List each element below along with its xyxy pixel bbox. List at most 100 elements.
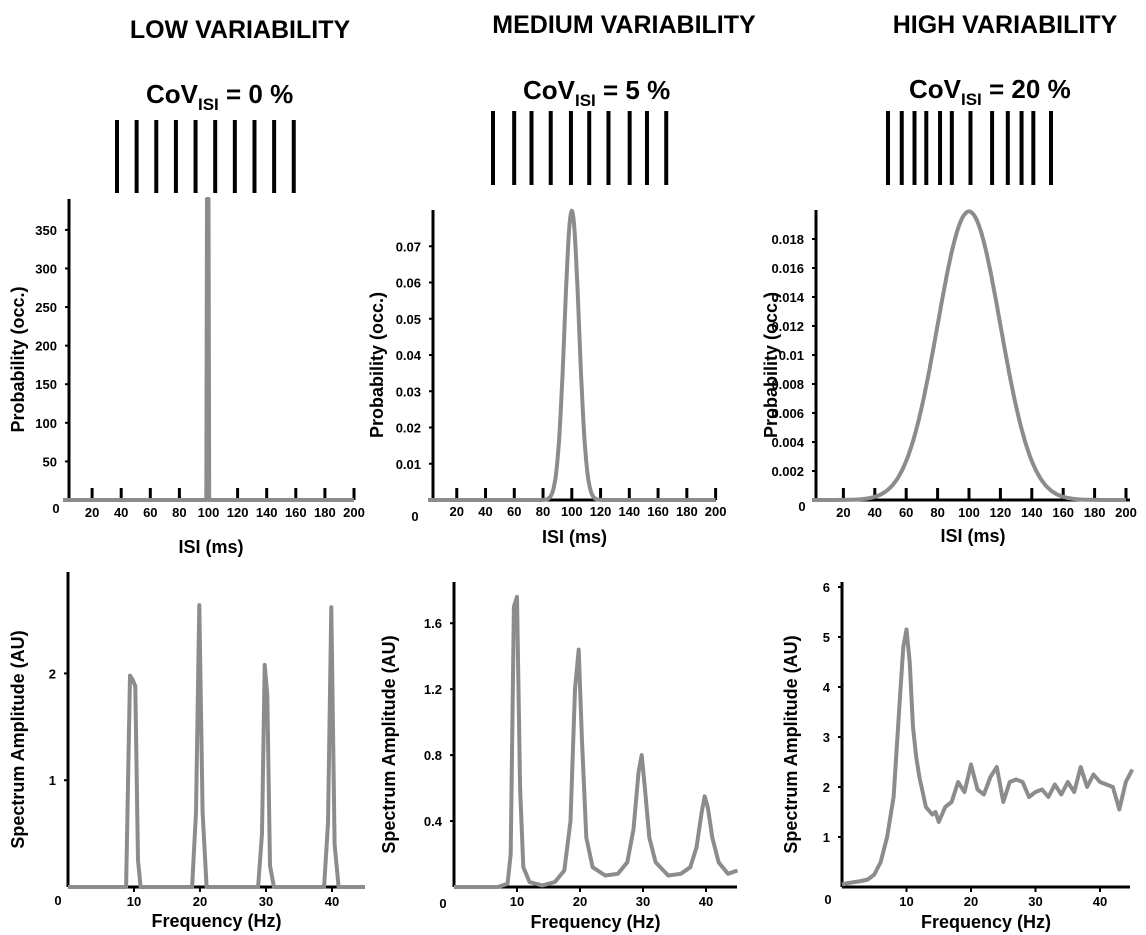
origin-label: 0 (52, 501, 59, 516)
y-tick-label: 250 (35, 300, 57, 315)
y-tick-label: 0.06 (396, 276, 421, 291)
x-tick-label: 40 (325, 894, 339, 909)
x-tick-label: 30 (259, 894, 273, 909)
cov-prefix: CoV (146, 79, 199, 109)
y-tick-label: 0.014 (771, 290, 804, 305)
x-axis-title: ISI (ms) (940, 526, 1005, 546)
x-tick-label: 30 (636, 894, 650, 909)
x-tick-label: 160 (285, 505, 307, 520)
x-axis-title: Frequency (Hz) (151, 911, 281, 931)
y-tick-label: 100 (35, 416, 57, 431)
spike-train-low (115, 120, 296, 193)
x-tick-label: 20 (964, 894, 978, 909)
cov-value: = 0 % (219, 79, 293, 109)
x-tick-label: 10 (127, 894, 141, 909)
spike-train-medium (491, 111, 669, 185)
x-tick-label: 120 (990, 505, 1012, 520)
y-tick-label: 1 (823, 830, 830, 845)
plot-panels: 20 40 60 80 100 120 140 160 180 20050100150200250… (8, 197, 1137, 932)
x-axis-title: ISI (ms) (178, 537, 243, 557)
y-tick-label: 350 (35, 223, 57, 238)
data-curve (810, 209, 1128, 502)
x-tick-label: 80 (930, 505, 944, 520)
x-tick-label: 40 (478, 504, 492, 519)
x-axis-title: ISI (ms) (542, 527, 607, 547)
x-tick-label: 80 (172, 505, 186, 520)
y-tick-label: 0.018 (771, 232, 804, 247)
x-tick-label: 200 (705, 504, 727, 519)
x-tick-label: 180 (314, 505, 336, 520)
y-tick-label: 0.016 (771, 261, 804, 276)
x-tick-label: 40 (114, 505, 128, 520)
column-title-low: LOW VARIABILITY (130, 16, 351, 44)
y-axis-title: Probability (occ.) (367, 292, 387, 438)
x-tick-label: 60 (507, 504, 521, 519)
x-tick-label: 140 (1021, 505, 1043, 520)
cov-value: = 5 % (596, 75, 670, 105)
y-tick-label: 1.6 (424, 616, 442, 631)
data-curve (68, 603, 365, 889)
x-tick-label: 200 (1115, 505, 1137, 520)
x-tick-label: 20 (193, 894, 207, 909)
y-axis-title: Spectrum Amplitude (AU) (781, 635, 801, 853)
column-title-high: HIGH VARIABILITY (893, 11, 1118, 39)
y-tick-label: 0.04 (396, 348, 422, 363)
chart-panel-isi-medium: 20 40 60 80 100 120 140 160 180 200 0.01 0.02 0.03 0.… (367, 208, 727, 547)
x-tick-label: 160 (1052, 505, 1074, 520)
x-tick-label: 10 (510, 894, 524, 909)
y-axis-title: Probability (occ.) (761, 292, 781, 438)
y-tick-label: 0.01 (779, 348, 804, 363)
x-tick-label: 40 (868, 505, 882, 520)
cov-subscript: ISI (575, 91, 596, 110)
x-tick-label: 40 (1093, 894, 1107, 909)
y-tick-label: 150 (35, 377, 57, 392)
y-axis-title: Spectrum Amplitude (AU) (8, 630, 28, 848)
data-curve (841, 627, 1135, 887)
origin-label: 0 (824, 892, 831, 907)
cov-label-medium: CoVISI = 5 % (523, 75, 670, 110)
x-tick-label: 100 (561, 504, 583, 519)
x-tick-label: 140 (618, 504, 640, 519)
x-tick-label: 160 (647, 504, 669, 519)
y-tick-label: 0.4 (424, 814, 443, 829)
y-tick-label: 200 (35, 339, 57, 354)
y-tick-label: 2 (823, 780, 830, 795)
y-tick-label: 0.004 (771, 435, 804, 450)
x-axis-title: Frequency (Hz) (530, 912, 660, 932)
y-tick-label: 1 (49, 773, 56, 788)
spike-train-high (886, 111, 1054, 185)
cov-prefix: CoV (523, 75, 576, 105)
cov-label-high: CoVISI = 20 % (909, 74, 1071, 109)
x-tick-label: 180 (1084, 505, 1106, 520)
y-tick-label: 3 (823, 730, 830, 745)
y-tick-label: 0.02 (396, 421, 421, 436)
spike-trains (115, 111, 1054, 193)
x-tick-label: 20 (85, 505, 99, 520)
x-tick-label: 120 (227, 505, 249, 520)
chart-panel-spectrum-high: 10 20 30 40 1 2 3 4 5 6 0 Frequency (Hz) Spectrum Am… (781, 580, 1135, 932)
cov-label-low: CoVISI = 0 % (146, 79, 293, 114)
y-axis-title: Spectrum Amplitude (AU) (379, 635, 399, 853)
y-tick-label: 0.008 (771, 377, 804, 392)
x-tick-label: 100 (958, 505, 980, 520)
x-tick-label: 60 (899, 505, 913, 520)
x-axis-title: Frequency (Hz) (921, 912, 1051, 932)
y-tick-label: 0.05 (396, 312, 421, 327)
cov-subscript: ISI (961, 90, 982, 109)
y-tick-label: 0.002 (771, 464, 804, 479)
x-tick-label: 140 (256, 505, 278, 520)
x-tick-label: 180 (676, 504, 698, 519)
origin-label: 0 (798, 499, 805, 514)
x-tick-label: 10 (899, 894, 913, 909)
x-tick-label: 60 (143, 505, 157, 520)
data-curve (63, 197, 354, 502)
y-tick-label: 1.2 (424, 682, 442, 697)
y-tick-label: 4 (823, 680, 831, 695)
x-tick-label: 20 (836, 505, 850, 520)
y-tick-label: 2 (49, 666, 56, 681)
y-tick-label: 0.8 (424, 748, 442, 763)
y-tick-label: 0.03 (396, 384, 421, 399)
y-tick-label: 0.012 (771, 319, 804, 334)
y-axis-title: Probability (occ.) (8, 286, 28, 432)
